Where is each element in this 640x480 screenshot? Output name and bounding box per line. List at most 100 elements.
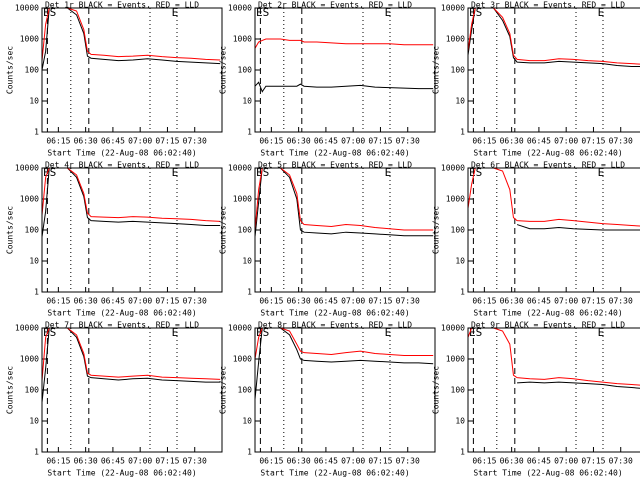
x-tick-label: 06:30 bbox=[500, 457, 524, 466]
y-axis-title: Counts/sec bbox=[432, 46, 441, 94]
x-tick-label: 07:15 bbox=[581, 457, 605, 466]
x-tick-label: 07:30 bbox=[396, 297, 420, 306]
x-tick-label: 06:45 bbox=[314, 297, 338, 306]
y-tick-label: 10 bbox=[455, 257, 465, 266]
x-tick-label: 06:30 bbox=[74, 457, 98, 466]
annotation: E bbox=[385, 326, 392, 339]
y-tick-label: 1000 bbox=[233, 195, 252, 204]
x-tick-label: 06:15 bbox=[259, 137, 283, 146]
x-tick-label: 06:45 bbox=[527, 457, 551, 466]
x-tick-label: 07:00 bbox=[341, 137, 365, 146]
y-tick-label: 100 bbox=[238, 226, 253, 235]
x-tick-label: 06:45 bbox=[314, 457, 338, 466]
y-axis-title: Counts/sec bbox=[432, 366, 441, 414]
y-tick-label: 10 bbox=[29, 417, 39, 426]
panel: Det 9r BLACK = Events, RED = LLD Start Ti… bbox=[432, 321, 640, 478]
annotation: E bbox=[172, 166, 179, 179]
y-tick-label: 1 bbox=[34, 448, 39, 457]
y-tick-label: 10 bbox=[242, 97, 252, 106]
y-tick-label: 100 bbox=[451, 226, 466, 235]
data-line bbox=[468, 328, 640, 386]
panel: Det 3r BLACK = Events, RED = LLD Start Ti… bbox=[432, 1, 640, 158]
x-tick-label: 07:00 bbox=[128, 457, 152, 466]
y-axis-title: Counts/sec bbox=[6, 46, 15, 94]
x-tick-label: 06:15 bbox=[259, 297, 283, 306]
panel: Det 6r BLACK = Events, RED = LLD Start Ti… bbox=[432, 161, 640, 318]
y-tick-label: 1000 bbox=[446, 35, 465, 44]
plot-frame bbox=[41, 167, 223, 293]
y-tick-label: 1 bbox=[247, 448, 252, 457]
x-tick-label: 06:30 bbox=[287, 297, 311, 306]
plot-frame bbox=[467, 327, 640, 453]
annotation: ES bbox=[469, 326, 482, 339]
panel: Det 4r BLACK = Events, RED = LLD Start Ti… bbox=[6, 161, 223, 318]
y-tick-label: 100 bbox=[238, 386, 253, 395]
x-axis-title: Start Time (22-Aug-08 06:02:40) bbox=[47, 469, 196, 478]
x-tick-label: 07:00 bbox=[554, 297, 578, 306]
x-tick-label: 07:15 bbox=[581, 137, 605, 146]
x-axis-title: Start Time (22-Aug-08 06:02:40) bbox=[473, 149, 622, 158]
x-tick-label: 07:30 bbox=[396, 457, 420, 466]
data-line bbox=[42, 328, 221, 403]
x-tick-label: 07:15 bbox=[368, 457, 392, 466]
x-axis-title: Start Time (22-Aug-08 06:02:40) bbox=[47, 149, 196, 158]
y-tick-label: 10000 bbox=[15, 324, 39, 333]
y-axis-title: Counts/sec bbox=[219, 366, 228, 414]
x-tick-label: 07:30 bbox=[609, 137, 633, 146]
y-tick-label: 10 bbox=[29, 97, 39, 106]
x-tick-label: 07:30 bbox=[609, 457, 633, 466]
annotation: E bbox=[385, 6, 392, 19]
panel: Det 1r BLACK = Events, RED = LLD Start Ti… bbox=[6, 1, 223, 158]
x-tick-label: 07:30 bbox=[396, 137, 420, 146]
x-tick-label: 07:00 bbox=[554, 457, 578, 466]
x-tick-label: 07:15 bbox=[155, 137, 179, 146]
panel-title: Det 1r BLACK = Events, RED = LLD bbox=[45, 1, 199, 10]
panel-title: Det 7r BLACK = Events, RED = LLD bbox=[45, 321, 199, 330]
x-tick-label: 07:15 bbox=[368, 137, 392, 146]
x-tick-label: 06:15 bbox=[46, 137, 70, 146]
y-axis-title: Counts/sec bbox=[6, 206, 15, 254]
annotation: E bbox=[172, 6, 179, 19]
y-tick-label: 1 bbox=[247, 288, 252, 297]
data-line bbox=[255, 168, 434, 231]
y-tick-label: 10 bbox=[242, 417, 252, 426]
y-tick-label: 1 bbox=[34, 128, 39, 137]
x-tick-label: 07:15 bbox=[155, 457, 179, 466]
x-tick-label: 06:30 bbox=[500, 137, 524, 146]
x-tick-label: 07:30 bbox=[183, 457, 207, 466]
x-tick-label: 06:30 bbox=[74, 137, 98, 146]
plot-frame bbox=[254, 7, 436, 133]
y-tick-label: 1000 bbox=[446, 355, 465, 364]
y-axis-title: Counts/sec bbox=[6, 366, 15, 414]
panel-title: Det 4r BLACK = Events, RED = LLD bbox=[45, 161, 199, 170]
data-line bbox=[517, 381, 640, 389]
x-axis-title: Start Time (22-Aug-08 06:02:40) bbox=[473, 309, 622, 318]
data-line bbox=[42, 8, 221, 71]
x-tick-label: 06:15 bbox=[472, 137, 496, 146]
y-tick-label: 10 bbox=[455, 97, 465, 106]
x-tick-label: 07:15 bbox=[155, 297, 179, 306]
x-tick-label: 06:15 bbox=[259, 457, 283, 466]
data-line bbox=[255, 38, 434, 49]
y-tick-label: 10 bbox=[242, 257, 252, 266]
x-tick-label: 06:45 bbox=[101, 297, 125, 306]
x-tick-label: 07:00 bbox=[341, 457, 365, 466]
plot-frame bbox=[467, 167, 640, 293]
y-axis-title: Counts/sec bbox=[219, 46, 228, 94]
y-tick-label: 10000 bbox=[15, 4, 39, 13]
x-tick-label: 07:00 bbox=[128, 297, 152, 306]
y-axis-title: Counts/sec bbox=[219, 206, 228, 254]
y-tick-label: 10000 bbox=[15, 164, 39, 173]
panel: Det 2r BLACK = Events, RED = LLD Start Ti… bbox=[219, 1, 436, 158]
x-tick-label: 07:30 bbox=[183, 297, 207, 306]
y-tick-label: 1000 bbox=[20, 35, 39, 44]
x-tick-label: 06:15 bbox=[472, 297, 496, 306]
annotation: ES bbox=[256, 166, 269, 179]
y-tick-label: 1 bbox=[460, 448, 465, 457]
x-axis-title: Start Time (22-Aug-08 06:02:40) bbox=[473, 469, 622, 478]
y-tick-label: 1 bbox=[34, 288, 39, 297]
annotation: ES bbox=[469, 166, 482, 179]
y-tick-label: 10000 bbox=[441, 164, 465, 173]
